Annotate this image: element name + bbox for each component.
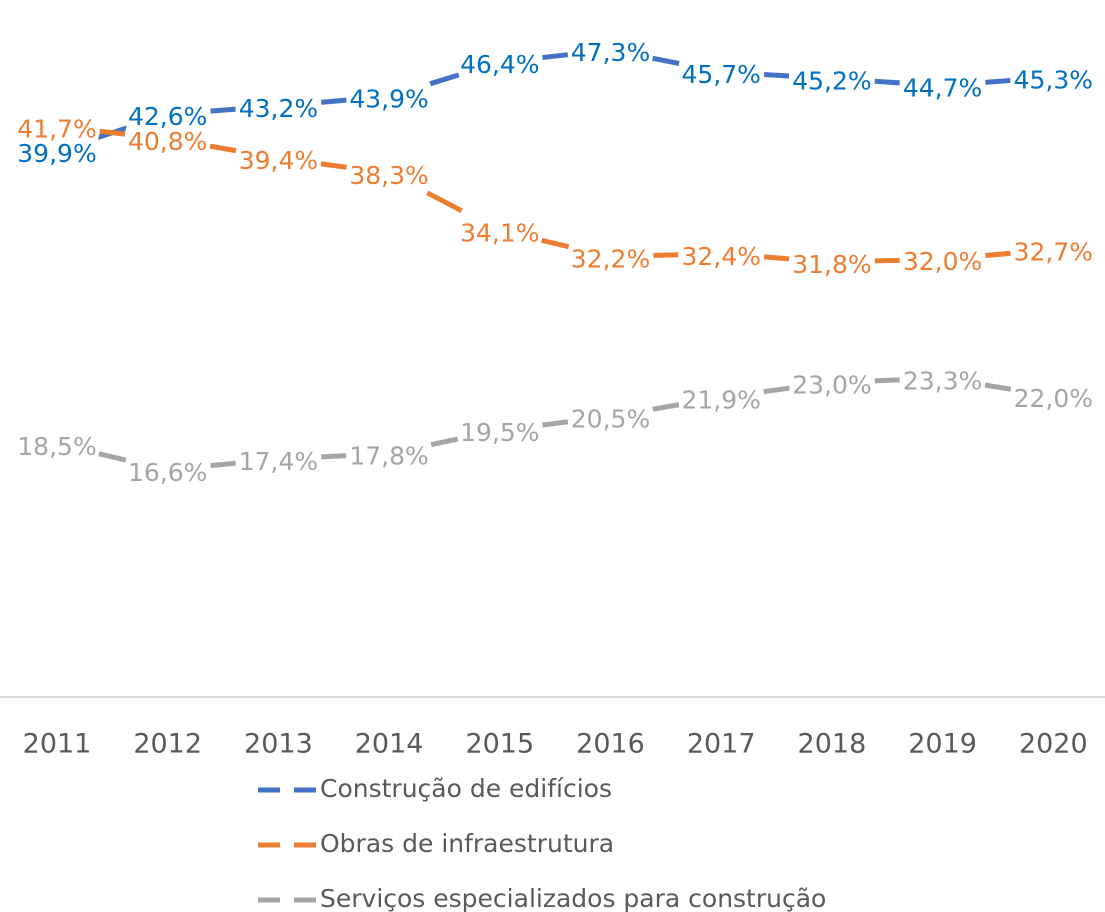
label-backdrop: [788, 339, 875, 426]
data-label: 38,3%: [349, 161, 428, 190]
data-label: 32,2%: [571, 245, 650, 274]
x-tick-label: 2015: [465, 729, 534, 760]
data-label: 23,3%: [903, 366, 982, 395]
data-label: 32,0%: [903, 247, 982, 276]
x-tick-label: 2014: [355, 729, 424, 760]
label-backdrop: [678, 28, 765, 115]
label-backdrop: [899, 42, 986, 129]
label-backdrop: [124, 426, 211, 513]
data-label: 47,3%: [571, 38, 650, 67]
x-tick-label: 2019: [908, 729, 977, 760]
data-label: 40,8%: [128, 127, 207, 156]
label-backdrop: [346, 130, 433, 217]
series-line: [56, 124, 1054, 265]
x-tick-label: 2017: [687, 729, 756, 760]
legend-label: Serviços especializados para construção: [320, 884, 826, 912]
x-tick-label: 2011: [23, 729, 92, 760]
legend-marker: [281, 839, 293, 851]
legend-marker: [281, 894, 293, 906]
label-backdrop: [1010, 353, 1097, 440]
data-label: 23,0%: [792, 370, 871, 399]
label-backdrop: [456, 387, 543, 474]
data-label: 46,4%: [460, 50, 539, 79]
legend-label: Construção de edifícios: [320, 774, 612, 803]
label-backdrop: [899, 335, 986, 422]
data-label: 19,5%: [460, 418, 539, 447]
x-tick-label: 2020: [1019, 729, 1088, 760]
label-backdrop: [14, 83, 100, 170]
label-backdrop: [1010, 206, 1097, 293]
data-label: 43,9%: [349, 84, 428, 113]
x-tick-label: 2012: [133, 729, 202, 760]
label-backdrop: [235, 115, 322, 202]
data-label: 32,4%: [681, 242, 760, 271]
label-backdrop: [567, 373, 654, 460]
data-label: 41,7%: [17, 115, 96, 144]
legend-label: Obras de infraestrutura: [320, 829, 614, 858]
label-backdrop: [346, 53, 433, 140]
label-backdrop: [456, 187, 543, 274]
legend-marker: [281, 784, 293, 796]
data-label: 39,4%: [239, 146, 318, 175]
data-label: 45,7%: [681, 60, 760, 89]
label-backdrop: [1010, 34, 1097, 121]
label-backdrop: [899, 216, 986, 303]
data-label: 45,3%: [1014, 65, 1093, 94]
label-backdrop: [788, 35, 875, 122]
label-backdrop: [346, 410, 433, 497]
label-backdrop: [124, 95, 211, 182]
data-label: 21,9%: [681, 385, 760, 414]
label-backdrop: [678, 210, 765, 297]
data-label: 31,8%: [792, 250, 871, 279]
data-label: 34,1%: [460, 219, 539, 248]
data-label: 45,2%: [792, 67, 871, 96]
data-label: 22,0%: [1014, 384, 1093, 413]
data-label: 42,6%: [128, 102, 207, 131]
data-label: 20,5%: [571, 405, 650, 434]
data-label: 17,8%: [349, 441, 428, 470]
data-label: 39,9%: [17, 139, 96, 168]
label-backdrop: [567, 6, 654, 93]
data-label: 44,7%: [903, 74, 982, 103]
label-backdrop: [678, 354, 765, 441]
data-label: 32,7%: [1014, 238, 1093, 267]
x-tick-label: 2018: [798, 729, 867, 760]
data-label: 17,4%: [239, 447, 318, 476]
series-line: [56, 375, 1054, 473]
x-tick-label: 2016: [576, 729, 645, 760]
x-tick-label: 2013: [244, 729, 313, 760]
label-backdrop: [788, 218, 875, 305]
series-line: [56, 47, 1054, 154]
data-label: 18,5%: [17, 432, 96, 461]
label-backdrop: [567, 213, 654, 300]
label-backdrop: [14, 400, 100, 487]
label-backdrop: [235, 415, 322, 502]
data-label: 16,6%: [128, 458, 207, 487]
label-backdrop: [456, 19, 543, 106]
data-label: 43,2%: [239, 94, 318, 123]
